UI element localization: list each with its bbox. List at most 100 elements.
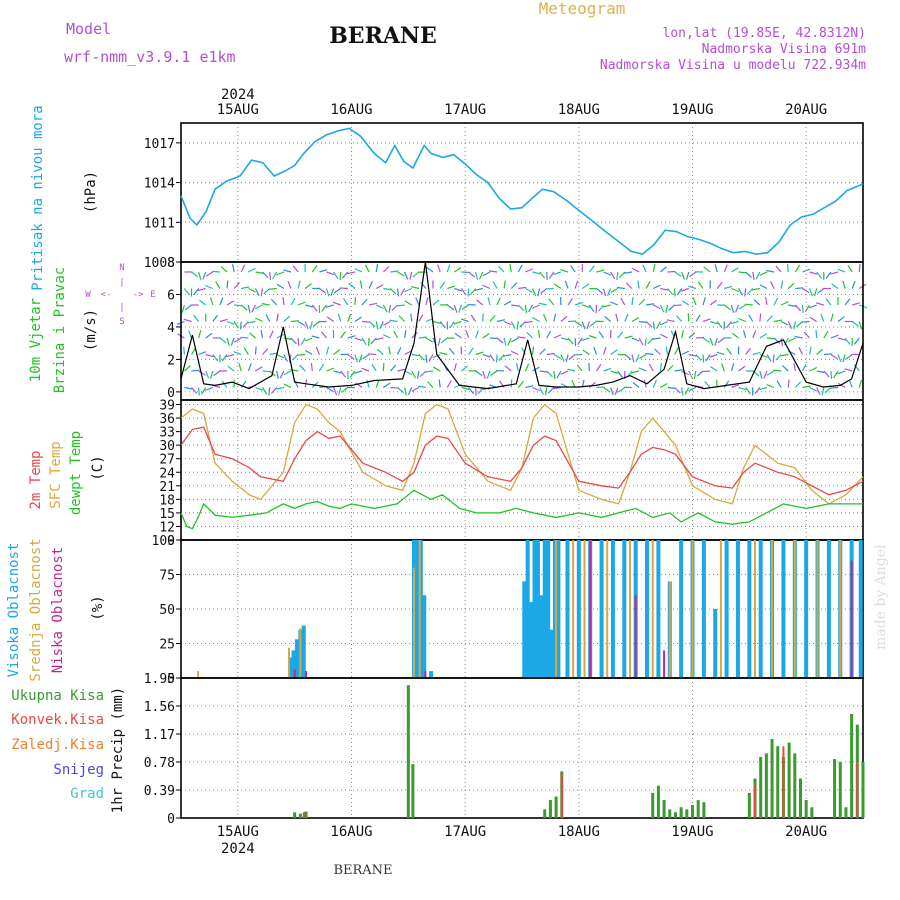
- wind-barb: [665, 346, 669, 355]
- wind-barb: [714, 264, 718, 273]
- wind-barb: [659, 320, 668, 326]
- wind-barb: [283, 354, 289, 362]
- wind-barb: [593, 346, 598, 355]
- wind-barb: [624, 335, 633, 339]
- y-tick-label: 1017: [144, 137, 175, 152]
- wind-barb: [262, 387, 268, 395]
- wind-barb: [458, 304, 463, 313]
- wind-barb: [815, 302, 824, 306]
- coords-label: lon,lat (19.85E, 42.8312N): [663, 26, 867, 41]
- wind-barb: [603, 387, 611, 393]
- wind-barb: [524, 320, 533, 324]
- wind-barb: [731, 287, 740, 293]
- wind-barb: [276, 271, 285, 276]
- wind-barb: [205, 370, 210, 379]
- wind-barb: [745, 387, 751, 395]
- wind-barb: [418, 314, 424, 322]
- wind-barb: [581, 337, 590, 342]
- wind-barb: [531, 288, 537, 297]
- wind-barb: [348, 282, 356, 289]
- convective-precip-bar: [856, 762, 859, 818]
- wind-barb: [801, 363, 807, 372]
- wind-barb: [525, 287, 533, 293]
- x-day-label-top: 16AUG: [330, 102, 372, 118]
- wind-barb: [553, 334, 562, 339]
- wind-barb: [198, 387, 200, 396]
- wind-barb: [311, 304, 318, 312]
- wind-barb: [796, 321, 803, 328]
- wind-barb: [269, 352, 278, 356]
- wind-barb: [269, 271, 272, 281]
- wind-barb: [842, 280, 846, 289]
- wind-units: (m/s): [83, 309, 99, 351]
- wind-barb: [610, 301, 618, 306]
- wind-barb: [210, 297, 214, 306]
- wind-barb: [631, 267, 640, 273]
- wind-barb: [333, 271, 339, 280]
- wind-barb: [852, 302, 861, 306]
- wind-barb: [260, 330, 264, 339]
- wind-barb: [498, 265, 505, 273]
- wind-barb: [676, 315, 683, 322]
- wind-barb: [226, 300, 235, 306]
- wind-barb: [368, 280, 374, 289]
- wind-barb: [519, 321, 526, 328]
- wind-barb: [475, 370, 483, 377]
- total-precip-bar: [696, 800, 700, 818]
- wind-barb: [759, 370, 763, 379]
- wind-barb: [537, 329, 541, 339]
- wind-barb: [610, 349, 618, 355]
- y-tick-label: 8: [167, 256, 175, 271]
- wind-barb: [461, 365, 469, 372]
- wind-barb: [254, 346, 257, 355]
- wind-barb: [389, 319, 398, 323]
- temp-ylabel-2: SFC Temp: [48, 441, 64, 508]
- high-cloud-bar: [549, 629, 554, 678]
- model-name: wrf-nmm_v3.9.1 e1km: [64, 48, 236, 66]
- wind-barb: [681, 330, 684, 339]
- wind-barb: [667, 364, 674, 372]
- wind-barb: [525, 385, 534, 389]
- wind-barb: [858, 263, 861, 273]
- wind-barb: [775, 265, 782, 273]
- wind-barb: [283, 269, 292, 273]
- wind-barb: [610, 387, 614, 396]
- wind-barb: [639, 320, 648, 324]
- high-cloud-bar: [542, 540, 547, 678]
- wind-barb: [438, 379, 441, 388]
- x-year-label-bottom: 2024: [221, 841, 255, 857]
- wind-barb: [745, 347, 752, 355]
- legend-convective-precip: Konvek.Kisa: [11, 712, 104, 728]
- wind-barb: [773, 337, 781, 344]
- wind-barb: [775, 354, 782, 361]
- high-cloud-bar: [724, 540, 729, 678]
- wind-barb: [787, 337, 796, 343]
- high-cloud-bar: [529, 602, 534, 678]
- mid-cloud-bar: [413, 567, 416, 678]
- high-cloud-bar: [546, 540, 551, 678]
- wind-barb: [695, 336, 704, 339]
- wind-barb: [631, 354, 635, 363]
- wind-barb: [270, 298, 278, 306]
- wind-barb: [511, 337, 519, 343]
- wind-barb: [642, 264, 647, 273]
- wind-direction-key: N S W E <- -> | |: [85, 263, 155, 327]
- wind-barb: [383, 287, 392, 291]
- wind-barb: [754, 387, 761, 395]
- wind-barb: [772, 354, 775, 363]
- wind-barb: [304, 337, 313, 342]
- precip-panel: 0 0.39 0.78 1.17 1.56 1.95: [144, 672, 865, 827]
- wind-barb: [439, 351, 448, 356]
- wind-barb: [825, 271, 832, 279]
- wind-barb: [766, 383, 775, 389]
- wind-barb: [191, 369, 200, 372]
- wind-barb: [304, 283, 312, 289]
- wind-barb: [759, 386, 768, 391]
- wind-barb: [528, 304, 534, 313]
- credit-watermark: made by Angel: [873, 544, 889, 650]
- wind-barb: [489, 354, 495, 362]
- wind-barb: [703, 266, 711, 273]
- wind-barb: [726, 347, 732, 355]
- wind-barb: [596, 269, 605, 273]
